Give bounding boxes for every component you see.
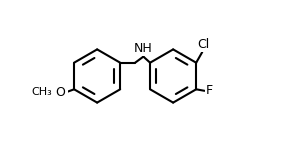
Text: F: F	[206, 84, 213, 97]
Text: O: O	[55, 86, 65, 99]
Text: CH₃: CH₃	[31, 87, 52, 97]
Text: Cl: Cl	[197, 38, 209, 51]
Text: NH: NH	[134, 42, 153, 55]
